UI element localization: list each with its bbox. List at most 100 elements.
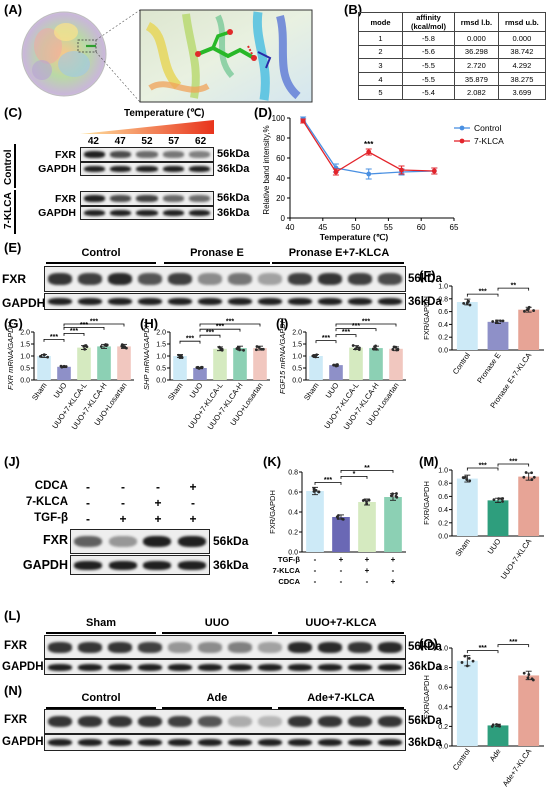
- blot-fxr-uuo: [44, 635, 406, 659]
- significance-label: **: [364, 465, 370, 472]
- blot-band: [108, 663, 132, 671]
- blot-band: [48, 273, 72, 285]
- data-point: [120, 343, 124, 347]
- bar-chart-tgf-fxr: FXR/GAPDH 0.0 0.2 0.4 0.6 0.8 TGF-β - + + +7-KLCA -…: [268, 465, 406, 586]
- group-header: Sham: [86, 617, 116, 629]
- bar: [233, 348, 247, 380]
- table-header-cell: rmsd u.b.: [497, 12, 547, 32]
- y-axis-title: FXR mRNA/GAPDH: [6, 321, 15, 390]
- x-tick-label: Sham: [166, 381, 185, 402]
- treatment-sign: +: [154, 496, 162, 510]
- row-label-fxr: FXR: [4, 640, 27, 652]
- bar: [213, 348, 227, 380]
- blot-band: [74, 535, 103, 548]
- table-header-cell: affinity (kcal/mol): [402, 12, 455, 32]
- treatment-sign: +: [119, 512, 127, 526]
- y-tick-label: 0.8: [438, 481, 448, 488]
- panel-label-e: (E): [4, 240, 22, 255]
- blot-band: [318, 715, 342, 728]
- data-point: [341, 517, 344, 521]
- bar: [57, 366, 71, 380]
- x-axis-title: Temperature (℃): [320, 232, 389, 242]
- y-tick-label: 100: [272, 114, 286, 123]
- data-point: [527, 305, 531, 309]
- y-axis-title: FXR/GAPDH: [268, 490, 277, 534]
- data-point: [219, 348, 223, 351]
- blot-band: [162, 195, 184, 202]
- data-point: [300, 118, 306, 124]
- significance-label: ***: [479, 289, 487, 296]
- blot-band: [78, 715, 102, 728]
- binding-pocket-zoom: [139, 9, 313, 103]
- line-chart-thermal-shift: Relative band intensity,% Temperature (℃…: [262, 114, 504, 242]
- treatment-sign: -: [156, 480, 160, 494]
- blot-band: [110, 195, 132, 202]
- blot-band: [288, 738, 312, 747]
- data-point: [335, 515, 339, 519]
- bar-chart-uuo-fxr: FXR/GAPDH 0.0 0.2 0.4 0.6 0.8 1.0 Sham UUOUUO+7-…: [422, 459, 544, 581]
- bar: [306, 491, 324, 552]
- blot-band: [162, 151, 184, 158]
- data-point: [389, 494, 393, 498]
- blot-band: [318, 273, 342, 285]
- significance-label: ***: [479, 645, 487, 652]
- significance-label: ***: [364, 140, 374, 149]
- legend-label: Control: [474, 123, 502, 133]
- bar: [117, 346, 131, 380]
- bar: [456, 478, 478, 536]
- treatment-label: CDCA: [34, 480, 68, 492]
- data-point: [499, 319, 502, 323]
- significance-bracket: [199, 323, 261, 327]
- row-label-gapdh: GAPDH: [22, 558, 68, 572]
- table-header-cell: mode: [358, 12, 403, 32]
- significance-label: **: [511, 283, 517, 290]
- blot-band: [198, 738, 222, 747]
- bar: [487, 500, 509, 536]
- blot-band: [378, 738, 402, 747]
- treatment-sign: +: [154, 512, 162, 526]
- condition-label: 7-KLCA: [273, 566, 301, 575]
- bar: [384, 497, 402, 552]
- blot-band: [348, 715, 372, 728]
- blot-band: [78, 273, 102, 285]
- blot-band: [110, 210, 132, 216]
- table-cell: 5: [358, 85, 403, 100]
- row-label-gapdh: GAPDH: [2, 296, 46, 310]
- temperature-gradient-bar: [80, 120, 214, 134]
- blot-band: [48, 641, 72, 653]
- data-point: [62, 364, 66, 368]
- blot-band: [189, 210, 211, 216]
- data-point: [333, 169, 339, 175]
- significance-label: ***: [509, 459, 517, 466]
- y-tick-label: 1.0: [20, 354, 30, 361]
- data-point: [501, 497, 505, 500]
- data-point: [99, 345, 103, 348]
- row-label-fxr: FXR: [43, 533, 68, 547]
- data-point: [396, 347, 400, 351]
- y-axis-title: FXR/GAPDH: [422, 296, 431, 340]
- chart-legend: Control 7-KLCA: [454, 123, 504, 146]
- y-tick-label: 2.0: [292, 330, 302, 337]
- x-tick-label: Control: [451, 351, 472, 376]
- data-point: [394, 494, 398, 498]
- significance-bracket: [315, 340, 337, 344]
- table-cell: -5.5: [402, 58, 455, 73]
- treatment-sign: -: [86, 496, 90, 510]
- blot-band: [378, 641, 402, 653]
- blot-fxr-pronase: [44, 266, 406, 292]
- blot-band: [258, 297, 282, 306]
- bar: [358, 502, 376, 552]
- x-tick-label: 50: [351, 223, 360, 232]
- legend-label: 7-KLCA: [474, 136, 504, 146]
- bar: [77, 347, 91, 380]
- data-point: [335, 364, 338, 368]
- blot-band: [288, 663, 312, 671]
- blot-band: [258, 715, 282, 728]
- data-point: [238, 348, 242, 352]
- bar: [173, 356, 187, 380]
- y-tick-label: 0.5: [292, 366, 302, 373]
- y-tick-label: 0.4: [438, 704, 448, 711]
- kda-56: 56kDa: [408, 641, 442, 653]
- data-point: [180, 354, 183, 358]
- significance-label: ***: [90, 319, 98, 326]
